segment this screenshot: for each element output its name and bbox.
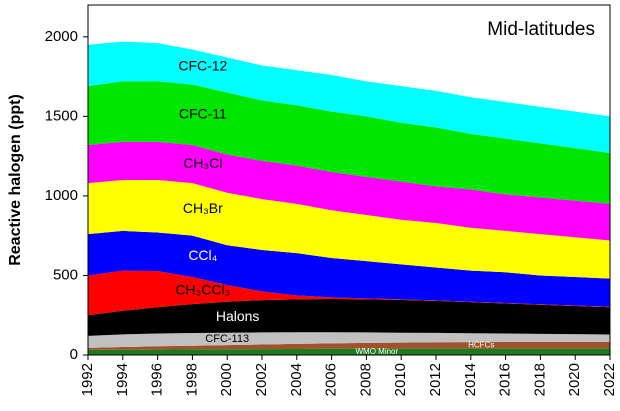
- area: [88, 81, 610, 204]
- x-tick-label: 1994: [114, 363, 131, 396]
- area: [88, 180, 610, 279]
- y-axis-title: Reactive halogen (ppt): [7, 94, 24, 266]
- y-tick-label: 1500: [45, 107, 78, 124]
- series-label: CFC-11: [179, 105, 227, 121]
- series-label: CFC-113: [205, 333, 249, 345]
- area: [88, 348, 610, 355]
- series-label: CH₃CCl₃: [175, 281, 230, 297]
- series-label: WMO Minor: [356, 347, 399, 356]
- x-tick-label: 2018: [531, 363, 548, 396]
- y-tick-label: 2000: [45, 28, 78, 45]
- x-tick-label: 2020: [566, 363, 583, 396]
- x-tick-label: 1998: [183, 363, 200, 396]
- series-label: HCFCs: [468, 340, 494, 349]
- area: [88, 41, 610, 153]
- x-tick-label: 2022: [601, 363, 618, 396]
- x-tick-label: 2010: [392, 363, 409, 396]
- y-tick-label: 0: [70, 346, 78, 363]
- series-label: CFC-12: [178, 58, 227, 74]
- x-tick-label: 2004: [288, 363, 305, 396]
- y-tick-label: 1000: [45, 187, 78, 204]
- area: [88, 141, 610, 241]
- series-label: CH₃Br: [183, 200, 223, 216]
- x-tick-label: 2002: [253, 363, 270, 396]
- x-tick-label: 2016: [497, 363, 514, 396]
- series-label: CH₃Cl: [183, 155, 222, 171]
- area: [88, 332, 610, 348]
- x-tick-label: 2014: [462, 363, 479, 396]
- x-tick-label: 2000: [218, 363, 235, 396]
- x-tick-label: 1996: [149, 363, 166, 396]
- plot-frame: [87, 4, 611, 356]
- x-tick-label: 2008: [357, 363, 374, 396]
- x-tick-label: 2012: [427, 363, 444, 396]
- area: [88, 341, 610, 350]
- area: [88, 230, 610, 307]
- annotation: Mid-latitudes: [487, 19, 595, 40]
- series-label: Halons: [216, 308, 260, 324]
- area: [88, 270, 610, 316]
- area: [88, 299, 610, 336]
- y-tick-label: 500: [53, 266, 78, 283]
- x-tick-label: 2006: [323, 363, 340, 396]
- x-tick-label: 1992: [79, 363, 96, 396]
- series-label: CCl₄: [188, 247, 217, 263]
